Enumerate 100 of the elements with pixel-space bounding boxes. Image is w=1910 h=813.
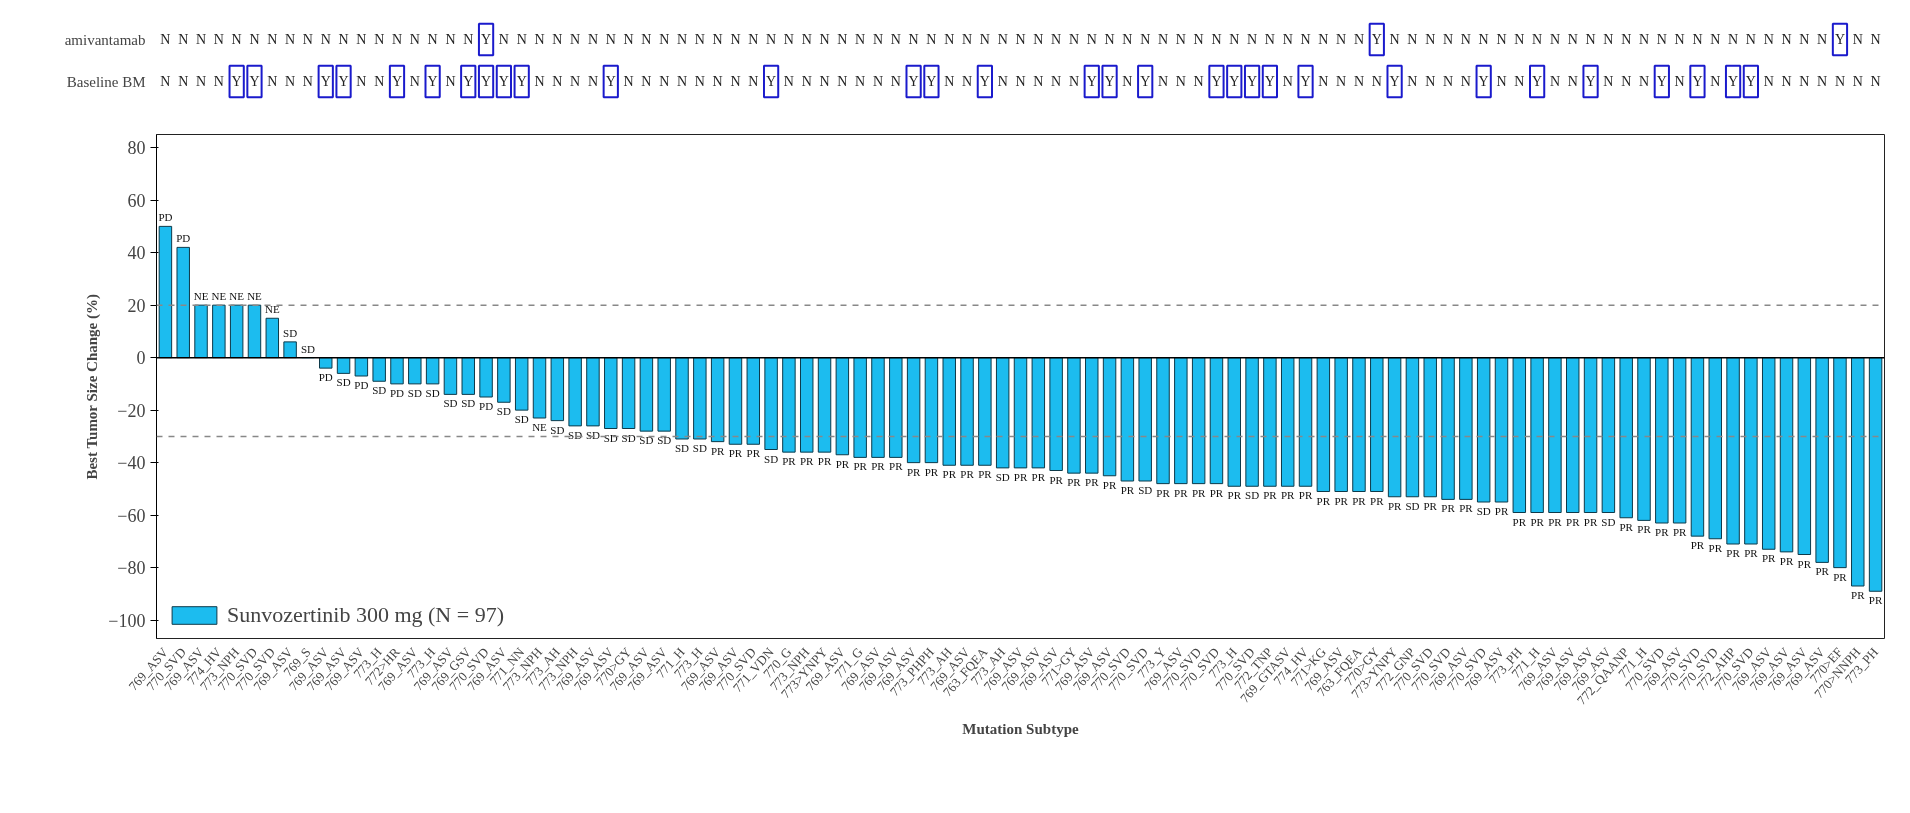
y-tick-label: −100 [108,610,146,631]
bar [871,357,885,458]
bar [319,357,333,369]
data-label: SD [1476,505,1491,517]
bar [1655,357,1669,524]
bar [1209,357,1224,485]
bar [1387,357,1402,498]
bar [1548,357,1562,513]
data-label: SD [1138,484,1153,496]
data-label: PR [1263,489,1278,502]
bar [1779,357,1794,553]
bar [1566,357,1580,513]
data-label: SD [692,442,707,454]
data-label: PD [176,232,191,245]
bar [1494,357,1509,503]
data-label: SD [425,386,440,399]
data-label: NE [211,290,227,303]
data-label: PR [1494,505,1509,517]
data-label: PR [942,468,957,481]
y-tick-label: −20 [117,400,146,421]
bar [1476,357,1491,503]
data-label: SD [550,423,565,436]
data-label: SD [1601,515,1616,528]
data-label: PR [1619,520,1634,533]
data-label: PR [1868,594,1883,607]
data-label: PR [1031,470,1046,483]
bar [372,357,386,382]
y-tick-label: Baseline BM [66,73,146,90]
bar [1868,357,1883,592]
data-label: PR [1120,484,1135,496]
data-label: PR [710,444,726,457]
bar [1263,357,1277,487]
bar [621,357,636,429]
data-label: PR [871,460,886,473]
data-label: PR [1566,515,1581,528]
data-label: SD [372,384,387,397]
data-label: PR [924,465,939,478]
data-label: PR [728,447,743,460]
bar [1227,357,1242,487]
bar [1191,357,1206,485]
data-label: PR [1102,478,1117,491]
data-label: NE [193,290,209,303]
bar [639,357,654,432]
data-label: PR [1548,515,1563,528]
data-label: PR [1191,486,1207,499]
bar [728,357,743,445]
data-label: PR [817,455,832,468]
bar [283,341,297,359]
data-label: PD [318,371,333,384]
bar [1405,357,1420,498]
data-label: PR [1013,470,1028,483]
bar [1120,357,1135,482]
data-label: SD [639,434,654,447]
bar [1619,357,1633,519]
data-label: SD [300,342,316,355]
data-label: PR [1209,486,1224,499]
data-label: PR [1851,589,1866,601]
data-label: PR [1334,494,1349,507]
bar [1512,357,1527,513]
bar [1067,357,1081,474]
data-label: PR [1067,476,1082,489]
bar [675,357,689,440]
data-label: PR [1690,539,1705,552]
data-label: SD [496,405,511,418]
legend-label: Sunvozertinib 300 mg (N = 97) [227,602,504,628]
bar [425,357,440,385]
data-label: PR [1655,526,1670,538]
data-label: SD [443,397,458,410]
data-label: SD [674,442,690,454]
data-label: PR [906,465,921,478]
data-label: PR [800,455,815,468]
bar [1423,357,1437,498]
data-label: SD [995,470,1010,483]
bar [693,357,707,440]
data-label: PR [1156,486,1171,499]
bar [532,357,547,419]
y-tick-label: 40 [127,243,146,264]
data-label: SD [568,428,583,441]
data-label: PR [1583,515,1598,528]
bar [710,357,725,443]
data-label: PR [1833,570,1848,583]
bar [835,357,850,456]
data-label: PD [158,211,173,224]
data-label: PR [1227,489,1242,502]
bar [354,357,369,377]
data-label: PR [1352,494,1367,507]
bar [1637,357,1651,521]
bar [1744,357,1758,545]
data-label: PR [1459,502,1474,515]
data-label: PR [782,455,797,468]
data-label: SD [461,397,476,410]
data-label: SD [1405,499,1420,512]
bar [1672,357,1687,524]
bar [817,357,832,453]
bar [1280,357,1295,487]
bar [1085,357,1099,474]
bar [1726,357,1740,545]
bar [889,357,903,458]
bar [158,225,173,359]
data-label: SD [283,326,298,339]
